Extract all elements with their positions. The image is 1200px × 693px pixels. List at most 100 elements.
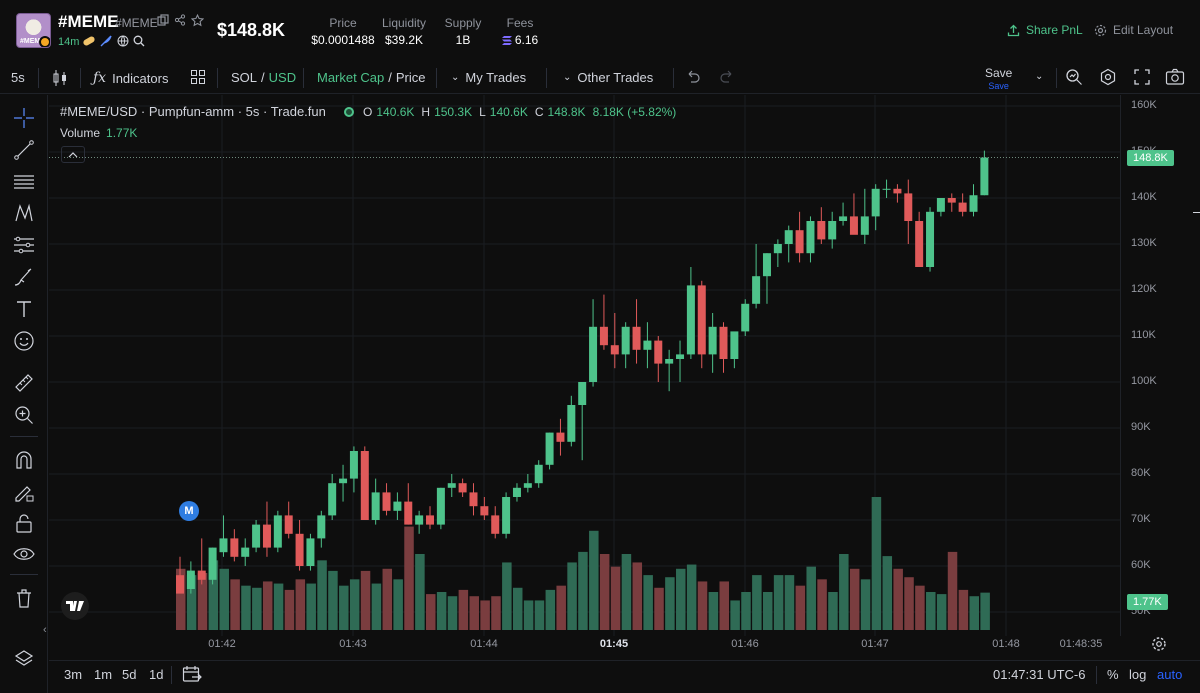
volume-bar [599,554,610,630]
save-options-button[interactable]: ⌄ [1035,71,1043,82]
token-avatar[interactable]: #MEME [16,13,51,48]
prediction-tool[interactable] [12,233,36,257]
fullscreen-button[interactable] [1133,68,1151,86]
candle-body [773,244,782,254]
collapse-toolbar-icon[interactable]: ‹ [43,624,47,636]
price-axis-label: 100K [1131,375,1157,387]
price-chart[interactable] [49,95,1120,636]
volume-bar [860,579,871,630]
volume-bar [567,562,577,630]
share-icon[interactable] [174,14,186,26]
range-1d[interactable]: 1d [149,667,164,682]
crosshair-tool[interactable] [12,106,36,130]
platform-badge-icon [39,36,50,47]
timezone-clock[interactable]: 01:47:31 UTC-6 [993,667,1086,682]
indicators-button[interactable]: ƒx Indicators [93,70,168,86]
pattern-tool[interactable] [12,201,36,225]
trend-line-tool[interactable] [12,138,36,162]
stat-fees: Fees 6.16 [500,16,540,47]
volume-bar [665,577,675,630]
pill-icon[interactable] [82,35,96,47]
zoom-in-tool[interactable] [12,403,36,427]
share-pnl-button[interactable]: Share PnL [1007,23,1083,37]
price-axis[interactable] [1120,95,1200,636]
currency-toggle[interactable]: SOL / USD [231,70,296,85]
price-axis-label: 60K [1131,559,1151,571]
candle-body [632,326,641,350]
auto-toggle[interactable]: auto [1157,667,1183,682]
lock-drawings-tool[interactable] [12,480,36,504]
axis-settings-button[interactable] [1151,636,1167,657]
search-icon[interactable] [133,35,145,47]
log-toggle[interactable]: log [1129,667,1147,682]
undo-button[interactable] [685,69,701,85]
volume-bar [230,579,240,630]
volume-bar [339,585,349,630]
percent-toggle[interactable]: % [1107,667,1119,682]
save-button[interactable]: Save Save [985,66,1012,91]
volume-legend: Volume 1.77K [60,126,137,140]
price-axis-label: 80K [1131,467,1151,479]
candle-body [676,354,685,359]
range-1m[interactable]: 1m [94,667,113,682]
candle-body [284,515,293,534]
feather-icon[interactable] [100,35,113,47]
candle-body [882,188,891,190]
visibility-tool[interactable] [12,542,36,566]
tv-logo-icon [66,601,84,611]
candle-body [784,230,793,244]
text-tool[interactable] [12,297,36,321]
settings-button[interactable] [1099,68,1117,86]
snapshot-button[interactable] [1165,68,1185,86]
collapse-legend-button[interactable] [61,146,85,163]
tradingview-logo[interactable] [61,592,89,620]
star-icon[interactable] [191,14,204,27]
range-5d[interactable]: 5d [122,667,137,682]
candle-body [969,195,978,212]
candle-body [936,198,945,212]
my-trades-button[interactable]: ⌄ My Trades [451,70,526,85]
magnet-tool[interactable] [12,448,36,472]
go-to-date-button[interactable] [182,665,202,688]
volume-bar [708,592,719,630]
trade-marker[interactable]: M [179,501,199,521]
layouts-button[interactable] [190,69,206,85]
chart-toolbar: 5s ƒx Indicators SOL / USD Market Cap / … [0,62,1200,94]
range-3m[interactable]: 3m [64,667,83,682]
bottom-bar [49,660,1200,693]
undo-icon [688,70,700,83]
edit-layout-button[interactable]: Edit Layout [1094,23,1173,37]
volume-bar [839,554,849,630]
volume-bar [512,587,523,630]
edit-layout-label: Edit Layout [1113,23,1174,37]
quick-search-button[interactable] [1065,68,1083,86]
lock-tool[interactable] [12,511,36,535]
candle-body [262,524,271,548]
globe-icon[interactable] [117,35,129,47]
candle-body [349,451,358,479]
candle-body [371,492,380,520]
candle-body [926,211,935,267]
interval-button[interactable]: 5s [11,70,25,85]
redo-button[interactable] [719,69,735,85]
emoji-tool[interactable] [12,329,36,353]
price-axis-label: 140K [1131,191,1157,203]
horizontal-lines-tool[interactable] [12,170,36,194]
remove-drawings-tool[interactable] [12,586,36,610]
volume-bar [741,592,751,630]
volume-bar [458,589,469,630]
other-trades-button[interactable]: ⌄ Other Trades [563,70,653,85]
measure-tool[interactable] [12,371,36,395]
volume-bar [947,551,958,630]
brush-tool[interactable] [12,265,36,289]
metric-toggle[interactable]: Market Cap / Price [317,70,425,85]
candles-style-button[interactable] [52,69,68,87]
volume-bar [415,554,425,630]
volume-bar [610,566,621,630]
candle-body [762,253,771,277]
object-tree-tool[interactable] [12,647,36,671]
candle-body [447,483,456,488]
copy-icon[interactable] [157,14,169,26]
candle-body [512,487,521,497]
chevron-down-icon: ⌄ [451,72,460,83]
